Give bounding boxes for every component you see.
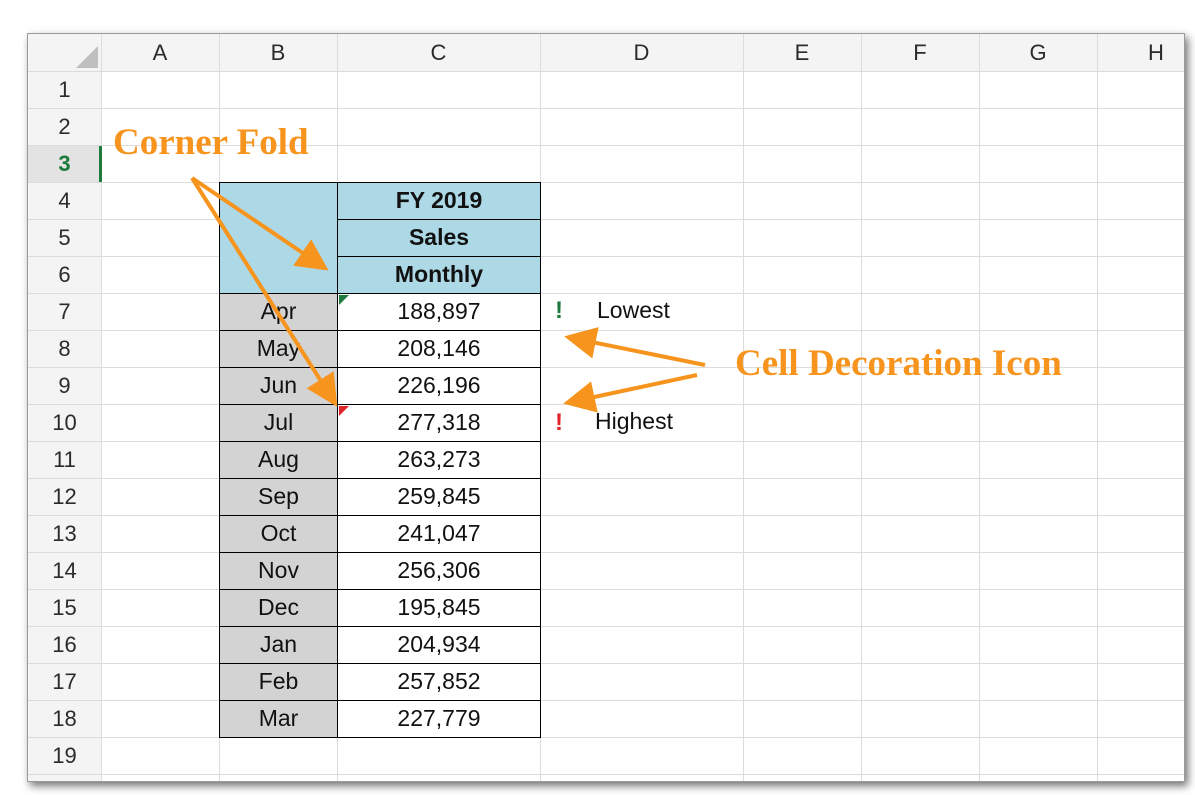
row-header-16[interactable]: 16: [28, 627, 101, 663]
column-header-e[interactable]: E: [743, 34, 861, 71]
lowest-label[interactable]: Lowest: [597, 297, 670, 323]
select-all-triangle-icon: [76, 46, 98, 68]
gridline: [28, 71, 1184, 72]
row-header-13[interactable]: 13: [28, 516, 101, 552]
month-cell[interactable]: Jan: [219, 626, 338, 664]
value-cell[interactable]: 226,196: [337, 367, 541, 405]
gridline: [743, 34, 744, 781]
month-cell[interactable]: Aug: [219, 441, 338, 479]
gridline: [28, 589, 1184, 590]
gridline: [28, 441, 1184, 442]
column-header-g[interactable]: G: [979, 34, 1097, 71]
gridline: [28, 478, 1184, 479]
column-header-c[interactable]: C: [337, 34, 540, 71]
gridline: [28, 737, 1184, 738]
gridline: [28, 700, 1184, 701]
value-cell[interactable]: 263,273: [337, 441, 541, 479]
gridline: [28, 663, 1184, 664]
gridline: [101, 34, 102, 781]
month-cell[interactable]: Oct: [219, 515, 338, 553]
row-header-17[interactable]: 17: [28, 664, 101, 700]
gridline: [28, 293, 1184, 294]
lowest-exclamation-icon: !: [555, 297, 563, 324]
month-cell[interactable]: Sep: [219, 478, 338, 516]
value-cell[interactable]: 227,779: [337, 700, 541, 738]
row-header-9[interactable]: 9: [28, 368, 101, 404]
value-cell[interactable]: 204,934: [337, 626, 541, 664]
month-cell[interactable]: Feb: [219, 663, 338, 701]
row-header-7[interactable]: 7: [28, 294, 101, 330]
row-header-14[interactable]: 14: [28, 553, 101, 589]
gridline: [28, 182, 1184, 183]
month-cell[interactable]: Dec: [219, 589, 338, 627]
spreadsheet: A B C D E F G H 1 2 3 4 5 6 7 8 9 10 11 …: [27, 33, 1185, 782]
row-header-18[interactable]: 18: [28, 701, 101, 737]
corner-fold-callout: Corner Fold: [113, 122, 309, 163]
column-header-f[interactable]: F: [861, 34, 979, 71]
month-cell[interactable]: Nov: [219, 552, 338, 590]
row-header-5[interactable]: 5: [28, 220, 101, 256]
row-header-8[interactable]: 8: [28, 331, 101, 367]
highest-label[interactable]: Highest: [595, 408, 673, 434]
column-header-h[interactable]: H: [1097, 34, 1184, 71]
gridline: [28, 515, 1184, 516]
month-cell[interactable]: May: [219, 330, 338, 368]
value-cell[interactable]: 195,845: [337, 589, 541, 627]
header-cell-sales[interactable]: Sales: [337, 219, 541, 257]
gridline: [28, 219, 1184, 220]
header-cell-fy[interactable]: FY 2019: [337, 182, 541, 220]
cell-decoration-callout: Cell Decoration Icon: [735, 343, 1062, 384]
select-all-corner[interactable]: [28, 34, 101, 71]
row-header-11[interactable]: 11: [28, 442, 101, 478]
table-header-blank-cell[interactable]: [219, 182, 338, 294]
corner-fold-green-icon: [339, 295, 349, 305]
row-header-4[interactable]: 4: [28, 183, 101, 219]
gridline: [1097, 34, 1098, 781]
value-cell[interactable]: 256,306: [337, 552, 541, 590]
value-cell[interactable]: 241,047: [337, 515, 541, 553]
month-cell[interactable]: Jun: [219, 367, 338, 405]
row-header-12[interactable]: 12: [28, 479, 101, 515]
gridline: [28, 367, 1184, 368]
row-header-2[interactable]: 2: [28, 109, 101, 145]
corner-fold-red-icon: [339, 406, 349, 416]
gridline: [979, 34, 980, 781]
row-header-10[interactable]: 10: [28, 405, 101, 441]
gridline: [28, 774, 1184, 775]
value-cell[interactable]: 277,318: [337, 404, 541, 442]
gridline: [28, 145, 1184, 146]
column-header-b[interactable]: B: [219, 34, 337, 71]
row-header-6[interactable]: 6: [28, 257, 101, 293]
value-cell[interactable]: 208,146: [337, 330, 541, 368]
row-header-3[interactable]: 3: [28, 146, 101, 182]
gridline: [28, 108, 1184, 109]
row-header-19[interactable]: 19: [28, 738, 101, 774]
header-cell-monthly[interactable]: Monthly: [337, 256, 541, 294]
month-cell[interactable]: Jul: [219, 404, 338, 442]
gridline: [28, 626, 1184, 627]
month-cell[interactable]: Apr: [219, 293, 338, 331]
selected-row-indicator: [99, 146, 102, 182]
column-header-d[interactable]: D: [540, 34, 743, 71]
gridline: [28, 404, 1184, 405]
month-cell[interactable]: Mar: [219, 700, 338, 738]
gridline: [861, 34, 862, 781]
gridline: [28, 552, 1184, 553]
row-header-15[interactable]: 15: [28, 590, 101, 626]
row-header-20[interactable]: 20: [28, 775, 101, 781]
row-header-1[interactable]: 1: [28, 72, 101, 108]
value-cell[interactable]: 259,845: [337, 478, 541, 516]
value-cell[interactable]: 257,852: [337, 663, 541, 701]
gridline: [28, 256, 1184, 257]
highest-exclamation-icon: !: [555, 409, 563, 436]
gridline: [28, 330, 1184, 331]
column-header-a[interactable]: A: [101, 34, 219, 71]
value-cell[interactable]: 188,897: [337, 293, 541, 331]
